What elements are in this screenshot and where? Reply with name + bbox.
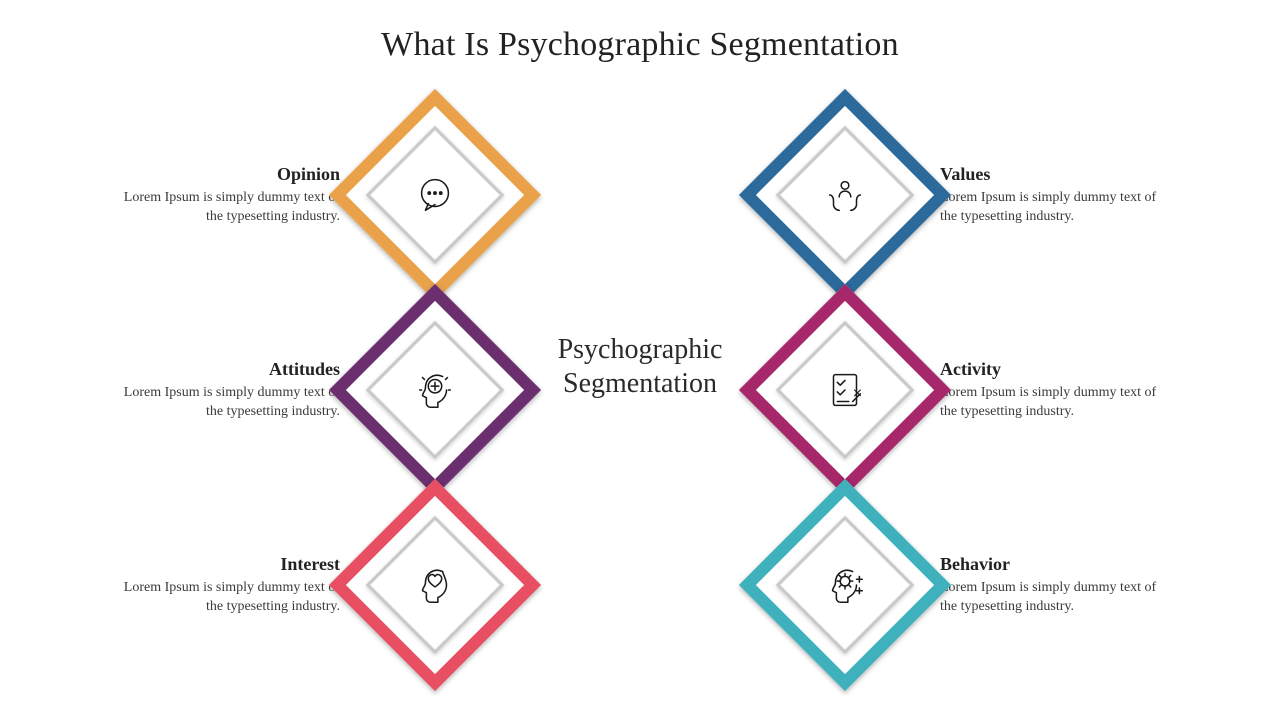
- diamond-activity: [770, 315, 920, 465]
- item-attitudes: Attitudes Lorem Ipsum is simply dummy te…: [115, 315, 510, 465]
- page-title: What Is Psychographic Segmentation: [381, 26, 899, 64]
- diamond-values: [770, 120, 920, 270]
- item-values-text: Values Lorem Ipsum is simply dummy text …: [940, 164, 1165, 227]
- diamond-opinion: [360, 120, 510, 270]
- item-opinion-desc: Lorem Ipsum is simply dummy text of the …: [115, 189, 340, 227]
- item-opinion-label: Opinion: [115, 164, 340, 185]
- hands-person-icon: [770, 120, 920, 270]
- item-behavior: Behavior Lorem Ipsum is simply dummy tex…: [770, 510, 1165, 660]
- head-plus-icon: [360, 315, 510, 465]
- item-behavior-label: Behavior: [940, 554, 1165, 575]
- item-interest: Interest Lorem Ipsum is simply dummy tex…: [115, 510, 510, 660]
- center-label: Psychographic Segmentation: [558, 333, 723, 400]
- item-attitudes-text: Attitudes Lorem Ipsum is simply dummy te…: [115, 359, 340, 422]
- head-gear-icon: [770, 510, 920, 660]
- slide: What Is Psychographic Segmentation Psych…: [0, 0, 1280, 720]
- item-interest-label: Interest: [115, 554, 340, 575]
- checklist-icon: [770, 315, 920, 465]
- item-behavior-desc: Lorem Ipsum is simply dummy text of the …: [940, 579, 1165, 617]
- item-interest-text: Interest Lorem Ipsum is simply dummy tex…: [115, 554, 340, 617]
- item-activity-label: Activity: [940, 359, 1165, 380]
- item-opinion: Opinion Lorem Ipsum is simply dummy text…: [115, 120, 510, 270]
- item-activity-desc: Lorem Ipsum is simply dummy text of the …: [940, 384, 1165, 422]
- center-label-line2: Segmentation: [563, 368, 717, 399]
- center-label-line1: Psychographic: [558, 334, 723, 365]
- item-behavior-text: Behavior Lorem Ipsum is simply dummy tex…: [940, 554, 1165, 617]
- item-interest-desc: Lorem Ipsum is simply dummy text of the …: [115, 579, 340, 617]
- diamond-behavior: [770, 510, 920, 660]
- item-activity-text: Activity Lorem Ipsum is simply dummy tex…: [940, 359, 1165, 422]
- item-values-label: Values: [940, 164, 1165, 185]
- diamond-attitudes: [360, 315, 510, 465]
- item-activity: Activity Lorem Ipsum is simply dummy tex…: [770, 315, 1165, 465]
- item-attitudes-desc: Lorem Ipsum is simply dummy text of the …: [115, 384, 340, 422]
- item-values-desc: Lorem Ipsum is simply dummy text of the …: [940, 189, 1165, 227]
- item-attitudes-label: Attitudes: [115, 359, 340, 380]
- item-values: Values Lorem Ipsum is simply dummy text …: [770, 120, 1165, 270]
- head-heart-icon: [360, 510, 510, 660]
- item-opinion-text: Opinion Lorem Ipsum is simply dummy text…: [115, 164, 340, 227]
- diamond-interest: [360, 510, 510, 660]
- chat-icon: [360, 120, 510, 270]
